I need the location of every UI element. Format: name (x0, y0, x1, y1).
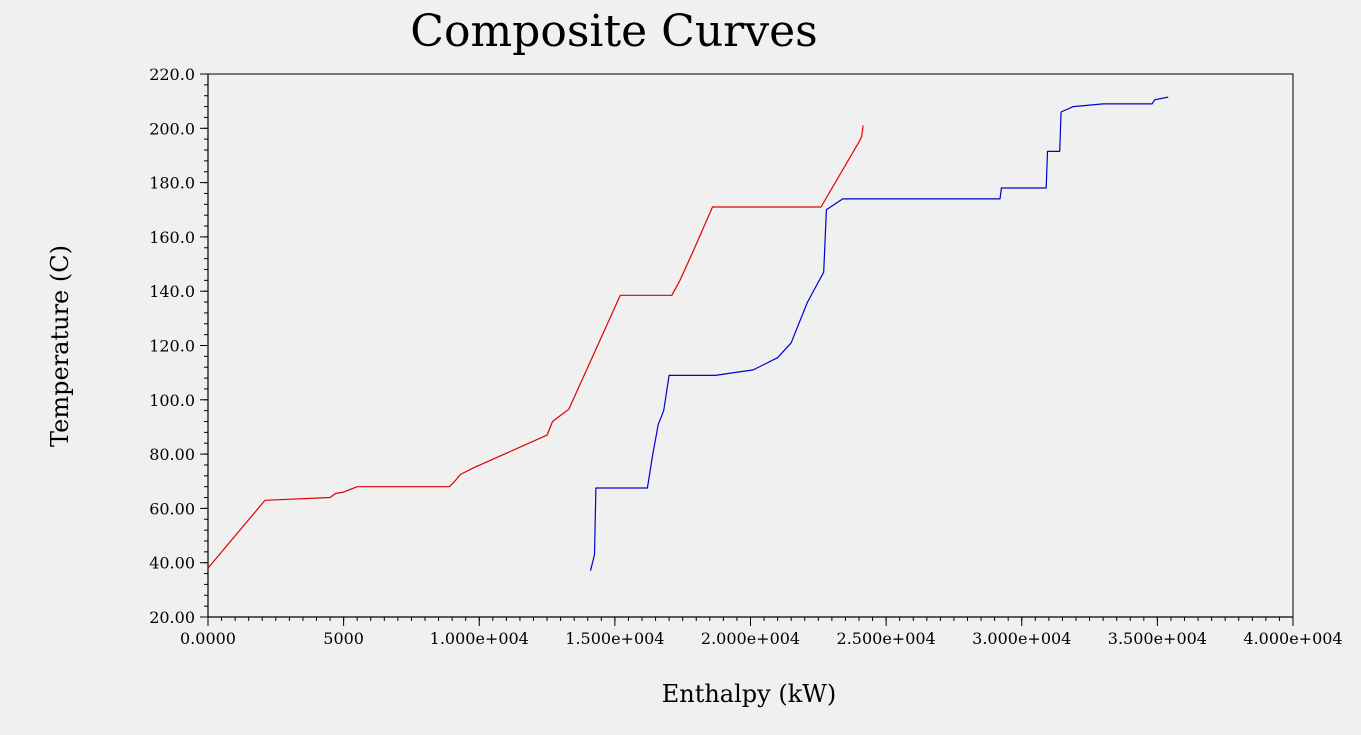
series-group (207, 96, 1169, 571)
x-tick-label: 4.000e+004 (1243, 629, 1342, 648)
x-axis-label: Enthalpy (kW) (662, 680, 837, 708)
plot-area (207, 73, 1294, 618)
y-tick-label: 100.0 (149, 391, 195, 410)
y-tick-label: 160.0 (149, 228, 195, 247)
y-tick-label: 200.0 (149, 119, 195, 138)
x-axis-tick-labels: 0.0000 5000 1.000e+004 1.500e+004 2.000e+004… (180, 629, 1343, 648)
y-tick-label: 180.0 (149, 174, 195, 193)
chart-title: Composite Curves (410, 6, 817, 57)
y-axis-label: Temperature (C) (46, 245, 74, 447)
y-tick-label: 40.00 (149, 554, 195, 573)
x-tick-label: 2.000e+004 (701, 629, 800, 648)
x-tick-label: 2.500e+004 (837, 629, 936, 648)
y-tick-label: 220.0 (149, 65, 195, 84)
y-tick-label: 140.0 (149, 282, 195, 301)
x-axis-ticks (207, 617, 1294, 626)
y-axis-ticks (200, 73, 208, 618)
x-tick-label: 1.000e+004 (430, 629, 529, 648)
y-tick-label: 60.00 (149, 499, 195, 518)
x-tick-label: 3.000e+004 (972, 629, 1071, 648)
x-tick-label: 3.500e+004 (1108, 629, 1207, 648)
y-tick-label: 80.00 (149, 445, 195, 464)
y-tick-label: 120.0 (149, 337, 195, 356)
x-tick-label: 0.0000 (180, 629, 236, 648)
x-tick-label: 1.500e+004 (565, 629, 664, 648)
y-axis-tick-labels: 20.00 40.00 60.00 80.00 100.0 120.0 140.0 160.0… (149, 65, 195, 627)
cold-composite-curve (589, 96, 1169, 571)
y-tick-label: 20.00 (149, 608, 195, 627)
x-tick-label: 5000 (323, 629, 364, 648)
hot-composite-curve (207, 125, 864, 569)
